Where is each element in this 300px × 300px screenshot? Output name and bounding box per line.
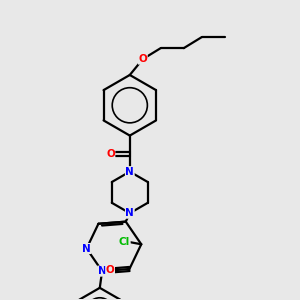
Text: N: N	[82, 244, 91, 254]
Text: Cl: Cl	[119, 237, 130, 247]
Text: N: N	[125, 208, 134, 218]
Text: N: N	[98, 266, 106, 276]
Text: O: O	[138, 54, 147, 64]
Text: O: O	[106, 266, 115, 275]
Text: N: N	[125, 167, 134, 177]
Text: O: O	[106, 149, 115, 159]
